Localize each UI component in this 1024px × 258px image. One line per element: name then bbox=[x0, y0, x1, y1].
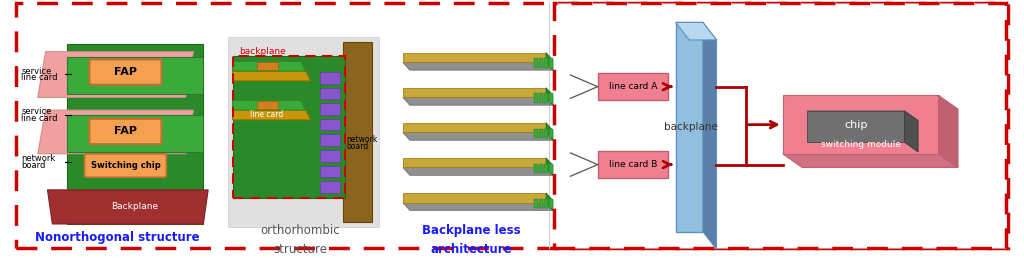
Text: network: network bbox=[22, 154, 55, 163]
FancyBboxPatch shape bbox=[535, 58, 539, 68]
Text: service: service bbox=[22, 67, 51, 76]
FancyBboxPatch shape bbox=[67, 58, 204, 94]
FancyBboxPatch shape bbox=[67, 44, 204, 224]
FancyBboxPatch shape bbox=[807, 111, 904, 142]
FancyBboxPatch shape bbox=[343, 42, 372, 222]
FancyBboxPatch shape bbox=[544, 93, 548, 103]
FancyBboxPatch shape bbox=[540, 93, 543, 103]
Text: line card A: line card A bbox=[608, 82, 657, 91]
FancyBboxPatch shape bbox=[540, 164, 543, 173]
Polygon shape bbox=[38, 110, 194, 154]
Polygon shape bbox=[47, 190, 208, 224]
FancyBboxPatch shape bbox=[549, 128, 553, 138]
FancyBboxPatch shape bbox=[782, 95, 939, 154]
FancyBboxPatch shape bbox=[321, 134, 340, 146]
FancyBboxPatch shape bbox=[321, 181, 340, 193]
Polygon shape bbox=[939, 95, 958, 167]
Text: FAP: FAP bbox=[114, 126, 137, 136]
Polygon shape bbox=[402, 132, 553, 140]
FancyBboxPatch shape bbox=[549, 199, 553, 208]
Polygon shape bbox=[904, 111, 919, 152]
FancyBboxPatch shape bbox=[540, 128, 543, 138]
Text: backplane: backplane bbox=[665, 122, 718, 132]
Polygon shape bbox=[546, 123, 553, 140]
Text: FAP: FAP bbox=[114, 67, 137, 77]
Text: chip: chip bbox=[844, 120, 867, 130]
Text: service: service bbox=[22, 108, 51, 116]
FancyBboxPatch shape bbox=[321, 166, 340, 177]
Polygon shape bbox=[782, 154, 958, 167]
FancyBboxPatch shape bbox=[232, 57, 344, 198]
Text: line card B: line card B bbox=[608, 160, 657, 169]
FancyBboxPatch shape bbox=[89, 59, 162, 85]
Text: line card: line card bbox=[22, 74, 57, 82]
FancyBboxPatch shape bbox=[535, 199, 539, 208]
FancyBboxPatch shape bbox=[321, 103, 340, 115]
FancyBboxPatch shape bbox=[535, 93, 539, 103]
FancyBboxPatch shape bbox=[85, 154, 166, 177]
Polygon shape bbox=[402, 88, 546, 97]
Text: switching module: switching module bbox=[820, 140, 901, 149]
Text: line card: line card bbox=[456, 40, 495, 49]
Text: backplane: backplane bbox=[240, 47, 286, 56]
Polygon shape bbox=[807, 111, 919, 121]
Polygon shape bbox=[546, 88, 553, 105]
Text: line card: line card bbox=[250, 110, 284, 119]
FancyBboxPatch shape bbox=[535, 164, 539, 173]
Polygon shape bbox=[546, 53, 553, 70]
FancyBboxPatch shape bbox=[540, 58, 543, 68]
FancyBboxPatch shape bbox=[89, 119, 162, 144]
Polygon shape bbox=[402, 53, 546, 62]
Polygon shape bbox=[546, 158, 553, 175]
FancyBboxPatch shape bbox=[257, 101, 279, 109]
Polygon shape bbox=[702, 22, 717, 249]
FancyBboxPatch shape bbox=[16, 3, 1008, 248]
Polygon shape bbox=[402, 158, 546, 167]
Polygon shape bbox=[402, 203, 553, 210]
Polygon shape bbox=[232, 110, 310, 120]
FancyBboxPatch shape bbox=[535, 128, 539, 138]
FancyBboxPatch shape bbox=[227, 37, 379, 227]
FancyBboxPatch shape bbox=[554, 3, 1006, 248]
Text: Switching chip: Switching chip bbox=[90, 161, 161, 170]
Text: Nonorthogonal structure: Nonorthogonal structure bbox=[35, 231, 200, 244]
Polygon shape bbox=[402, 167, 553, 175]
FancyBboxPatch shape bbox=[321, 72, 340, 84]
FancyBboxPatch shape bbox=[544, 128, 548, 138]
FancyBboxPatch shape bbox=[321, 88, 340, 99]
FancyBboxPatch shape bbox=[544, 164, 548, 173]
Polygon shape bbox=[232, 61, 305, 71]
FancyBboxPatch shape bbox=[598, 73, 668, 100]
FancyBboxPatch shape bbox=[549, 58, 553, 68]
FancyBboxPatch shape bbox=[321, 119, 340, 131]
FancyBboxPatch shape bbox=[544, 199, 548, 208]
FancyBboxPatch shape bbox=[676, 22, 702, 232]
Text: line card: line card bbox=[22, 114, 57, 123]
FancyBboxPatch shape bbox=[598, 151, 668, 178]
FancyBboxPatch shape bbox=[67, 115, 204, 152]
Text: network: network bbox=[346, 135, 378, 144]
Polygon shape bbox=[402, 123, 546, 132]
Text: board: board bbox=[22, 161, 46, 170]
FancyBboxPatch shape bbox=[321, 150, 340, 162]
FancyBboxPatch shape bbox=[540, 199, 543, 208]
Text: Backplane less
architecture: Backplane less architecture bbox=[422, 223, 520, 256]
Polygon shape bbox=[38, 52, 194, 97]
FancyBboxPatch shape bbox=[257, 62, 279, 70]
Polygon shape bbox=[402, 193, 546, 203]
Polygon shape bbox=[546, 193, 553, 210]
Polygon shape bbox=[402, 97, 553, 105]
Polygon shape bbox=[676, 22, 717, 40]
Polygon shape bbox=[232, 71, 310, 81]
Text: board: board bbox=[346, 142, 369, 151]
Text: Backplane: Backplane bbox=[112, 202, 159, 211]
Text: orthorhombic
structure: orthorhombic structure bbox=[261, 223, 341, 256]
Polygon shape bbox=[232, 100, 305, 110]
FancyBboxPatch shape bbox=[549, 164, 553, 173]
FancyBboxPatch shape bbox=[544, 58, 548, 68]
Polygon shape bbox=[402, 62, 553, 70]
FancyBboxPatch shape bbox=[549, 93, 553, 103]
